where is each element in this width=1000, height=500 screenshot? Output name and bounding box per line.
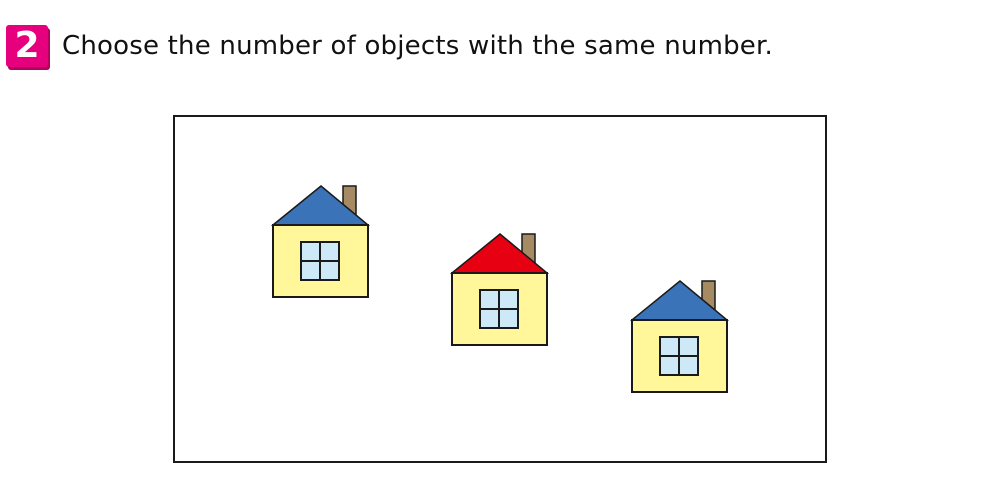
- house-1: [270, 185, 371, 298]
- house-3: [629, 280, 730, 393]
- question-instruction: Choose the number of objects with the sa…: [62, 31, 773, 61]
- question-number-badge: 2: [6, 25, 48, 67]
- house-2: [449, 233, 550, 346]
